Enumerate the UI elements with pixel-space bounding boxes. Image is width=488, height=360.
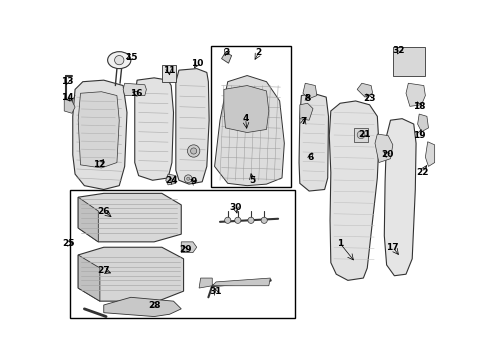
Text: 4: 4	[242, 114, 248, 123]
Polygon shape	[405, 83, 425, 106]
Polygon shape	[78, 197, 98, 242]
Polygon shape	[384, 119, 415, 276]
Polygon shape	[78, 247, 183, 301]
Polygon shape	[302, 83, 316, 99]
Polygon shape	[299, 103, 312, 120]
Polygon shape	[78, 193, 181, 242]
Text: 13: 13	[61, 77, 73, 86]
Ellipse shape	[107, 52, 131, 69]
Polygon shape	[374, 134, 392, 163]
Text: 29: 29	[179, 245, 191, 254]
Text: 25: 25	[62, 239, 75, 248]
Polygon shape	[103, 297, 181, 316]
Circle shape	[190, 148, 196, 154]
Circle shape	[184, 175, 192, 183]
Polygon shape	[181, 242, 196, 253]
Polygon shape	[392, 47, 425, 76]
Polygon shape	[73, 80, 127, 189]
Text: 1: 1	[336, 239, 343, 248]
Text: 32: 32	[392, 46, 405, 55]
Text: 20: 20	[381, 150, 393, 159]
Text: 28: 28	[148, 301, 161, 310]
Polygon shape	[199, 278, 212, 288]
Circle shape	[224, 217, 230, 223]
Polygon shape	[212, 278, 270, 286]
Circle shape	[186, 177, 189, 180]
Polygon shape	[425, 142, 434, 166]
Polygon shape	[135, 78, 173, 180]
Polygon shape	[417, 114, 427, 132]
Polygon shape	[123, 83, 146, 95]
Text: 2: 2	[255, 48, 262, 57]
Text: 19: 19	[412, 131, 425, 140]
Bar	[162, 65, 176, 82]
Text: 30: 30	[229, 203, 241, 212]
Text: 18: 18	[412, 102, 425, 111]
Text: 24: 24	[165, 176, 178, 185]
Bar	[70, 190, 295, 318]
Circle shape	[247, 217, 254, 223]
Bar	[210, 45, 291, 187]
Text: 21: 21	[358, 130, 370, 139]
Text: 27: 27	[97, 266, 110, 275]
Text: 11: 11	[163, 66, 175, 75]
Text: 5: 5	[249, 176, 255, 185]
Polygon shape	[224, 86, 268, 132]
Polygon shape	[176, 69, 209, 184]
Polygon shape	[78, 255, 100, 301]
Polygon shape	[78, 92, 119, 168]
Text: 31: 31	[209, 287, 222, 296]
Text: 12: 12	[93, 159, 105, 168]
Text: 10: 10	[190, 59, 203, 68]
Circle shape	[356, 131, 364, 139]
Text: 23: 23	[363, 94, 375, 103]
Circle shape	[114, 55, 123, 65]
Text: 7: 7	[300, 117, 306, 126]
Bar	[353, 128, 367, 142]
Circle shape	[187, 145, 200, 157]
Text: 14: 14	[61, 93, 74, 102]
Text: 22: 22	[415, 168, 427, 177]
Text: 3: 3	[223, 48, 229, 57]
Polygon shape	[299, 93, 328, 191]
Text: 17: 17	[386, 243, 398, 252]
Circle shape	[234, 217, 241, 223]
Polygon shape	[165, 174, 176, 185]
Polygon shape	[64, 99, 75, 113]
Polygon shape	[356, 83, 372, 97]
Text: 6: 6	[307, 153, 313, 162]
Text: 16: 16	[130, 89, 142, 98]
Text: 26: 26	[97, 207, 110, 216]
Polygon shape	[221, 53, 231, 63]
Text: 15: 15	[124, 53, 137, 62]
Polygon shape	[214, 76, 284, 186]
Circle shape	[261, 217, 267, 223]
Text: 8: 8	[304, 94, 310, 103]
Polygon shape	[328, 101, 378, 280]
Text: 9: 9	[190, 177, 197, 186]
